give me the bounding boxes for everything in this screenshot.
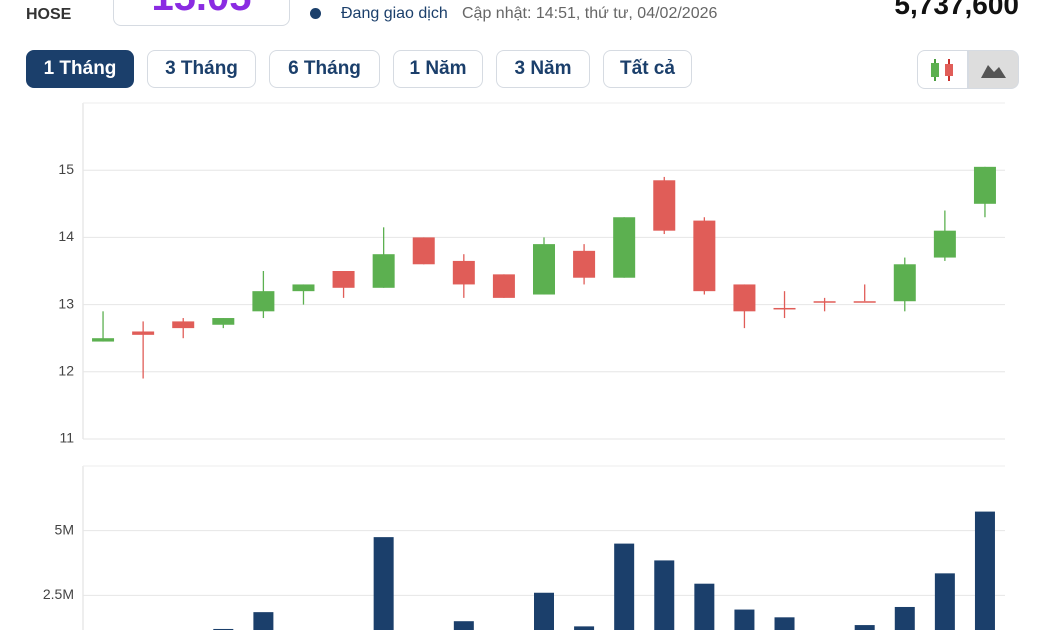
candle-body <box>92 338 115 342</box>
volume-bar <box>974 511 995 630</box>
candle-body <box>653 180 676 231</box>
status: Đang giao dịch <box>341 5 448 22</box>
y-tick-label: 2.5M <box>43 586 74 602</box>
candle-icon <box>931 59 953 81</box>
volume-bar <box>213 628 234 630</box>
candle-body <box>533 244 555 295</box>
volume-bar <box>774 617 795 630</box>
candle-body <box>172 321 195 329</box>
candle-body <box>693 220 716 292</box>
volume-bar <box>373 537 394 630</box>
candle-body <box>773 307 796 310</box>
status-dot <box>310 8 321 19</box>
volume-bar <box>654 560 675 630</box>
candle-body <box>973 166 996 204</box>
area-icon <box>981 65 1006 78</box>
volume-bar <box>614 543 635 630</box>
candle-body <box>212 318 235 325</box>
candle-body <box>292 284 315 292</box>
candle-body <box>933 230 956 258</box>
candle-body <box>332 271 355 288</box>
candle-body <box>492 274 515 298</box>
candle-body <box>613 217 636 278</box>
range-button[interactable]: 3 Năm <box>496 50 590 88</box>
range-button[interactable]: 1 Tháng <box>26 50 134 88</box>
candle-body <box>452 260 475 285</box>
candle-toggle[interactable] <box>917 50 968 89</box>
candle-body <box>853 301 876 303</box>
range-button[interactable]: Tất cả <box>603 50 692 88</box>
volume-bar <box>574 626 595 630</box>
y-tick-label: 15 <box>58 161 74 177</box>
volume-bar <box>534 592 554 630</box>
y-tick-label: 5M <box>55 521 74 537</box>
candle-body <box>132 331 155 335</box>
volume-bar <box>694 583 715 630</box>
area-toggle[interactable] <box>968 50 1019 89</box>
volume-bar <box>934 573 955 630</box>
candle-body <box>733 284 756 312</box>
updated: Cập nhật: 14:51, thứ tư, 04/02/2026 <box>462 5 718 22</box>
volume-bar <box>734 609 755 630</box>
range-button[interactable]: 6 Tháng <box>269 50 380 88</box>
exchange: HOSE <box>26 6 72 23</box>
candle-body <box>813 301 836 303</box>
volume-bar <box>894 606 915 630</box>
range-button[interactable]: 3 Tháng <box>147 50 256 88</box>
candle-body <box>372 254 395 288</box>
candle-body <box>893 264 916 302</box>
candle-body <box>412 237 435 265</box>
volume-bar <box>253 612 274 630</box>
y-tick-label: 11 <box>59 430 74 446</box>
volume-bar <box>854 625 875 630</box>
range-button[interactable]: 1 Năm <box>393 50 483 88</box>
volume-total: 5,737,600 <box>894 0 1019 20</box>
candle-body <box>252 291 275 312</box>
y-tick-label: 12 <box>58 363 74 379</box>
price-box: 15.05 <box>113 0 290 26</box>
volume-bar <box>453 621 474 630</box>
y-tick-label: 14 <box>58 228 74 244</box>
price: 15.05 <box>114 0 289 20</box>
candle-body <box>573 250 596 278</box>
y-tick-label: 13 <box>58 295 74 311</box>
